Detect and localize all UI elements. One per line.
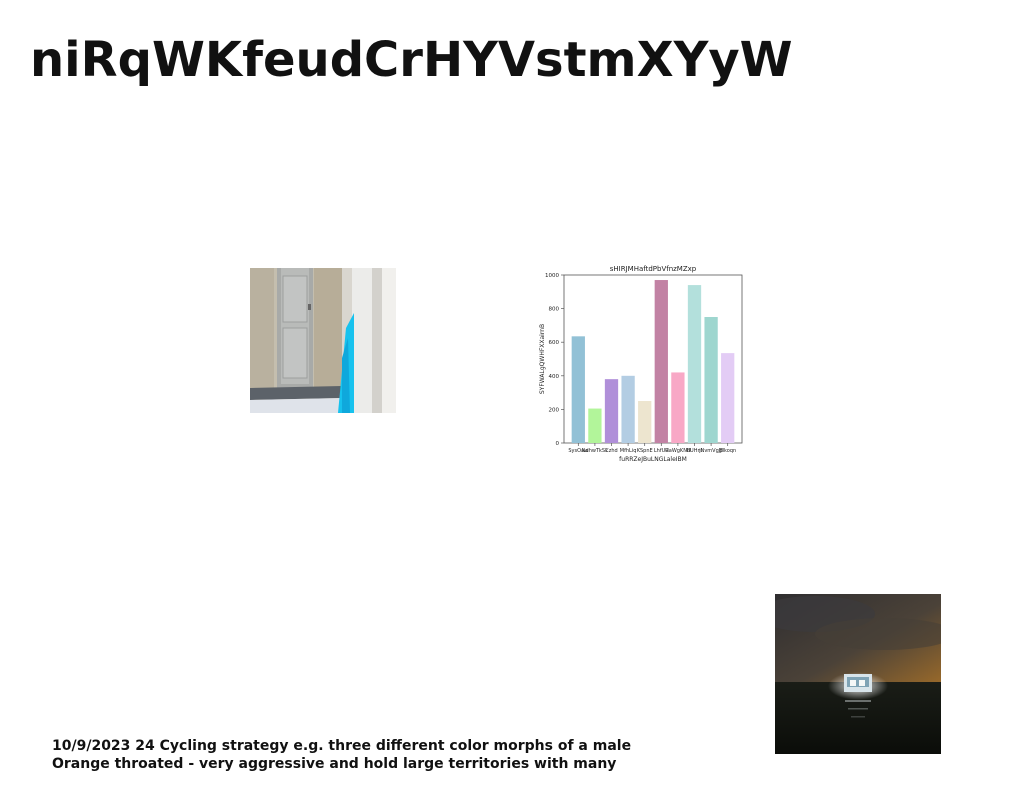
bar-SysOaw [571, 336, 585, 443]
chart-bars [571, 280, 735, 443]
x-tick-label: jNvmVgJjl [698, 448, 723, 454]
x-tick-label: NdhwTkSk [582, 448, 608, 454]
y-tick-label: 800 [549, 307, 560, 313]
x-tick-label: UUHnt [686, 448, 702, 454]
bar-LhfUR [654, 280, 668, 443]
bar-chart: sHIRJMHaftdPbVfnzMZxp 0 200 400 600 800 1000 … [530, 260, 750, 466]
body-line-1: 10/9/2023 24 Cycling strategy e.g. three… [52, 738, 632, 754]
y-tick-label: 400 [549, 374, 560, 380]
x-tick-label: Czhd [605, 448, 617, 454]
night-landscape-photo [775, 594, 941, 754]
bar-UaWgKNN [671, 372, 685, 443]
x-tick-label: SysOaw [568, 448, 588, 454]
bar-NdhwTkSk [588, 408, 602, 443]
y-axis-ticks: 0 200 400 600 800 1000 [545, 273, 564, 447]
y-tick-label: 200 [549, 407, 560, 413]
page-title: niRqWKfeudCrHYVstmXYyW [30, 32, 793, 88]
x-tick-label: LhfUR [654, 448, 669, 454]
x-tick-label: KSpnE [637, 448, 653, 454]
y-tick-label: 0 [556, 441, 560, 447]
bar-Czhd [604, 379, 619, 443]
y-axis-label: SYFWALgQWHFXXairnB [539, 324, 546, 394]
bar-UUHnt [687, 285, 702, 443]
body-text: 10/9/2023 24 Cycling strategy e.g. three… [52, 737, 631, 773]
x-axis-label: fuRRZeJBuLNGLaleIBM [619, 456, 687, 463]
night-landscape-graphic [775, 594, 941, 754]
chart-title: sHIRJMHaftdPbVfnzMZxp [610, 265, 697, 273]
door-photo-graphic [250, 268, 396, 413]
bar-Blkoqn [721, 353, 735, 443]
y-tick-label: 1000 [545, 273, 559, 279]
door-photo [250, 268, 396, 413]
x-tick-label: UaWgKNN [665, 448, 691, 454]
y-tick-label: 600 [549, 340, 560, 346]
chart-plot-frame [563, 274, 743, 444]
bar-jNvmVgJjl [704, 317, 718, 443]
bar-MfhLiq [621, 375, 635, 443]
bar-KSpnE [638, 401, 652, 443]
x-tick-label: Blkoqn [719, 448, 736, 454]
bar-chart-svg: sHIRJMHaftdPbVfnzMZxp 02004006008001000 … [539, 265, 743, 463]
x-tick-label: MfhLiq [620, 448, 637, 454]
body-line-2: Orange throated - very aggressive and ho… [52, 756, 617, 772]
